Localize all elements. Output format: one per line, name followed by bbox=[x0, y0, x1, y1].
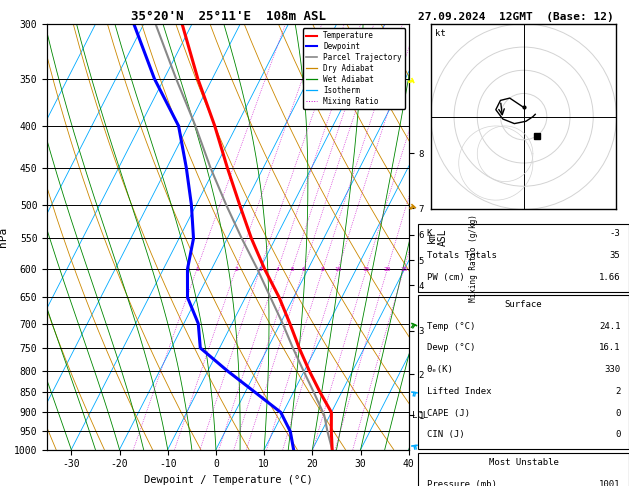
Text: 2: 2 bbox=[615, 387, 621, 396]
Text: 27.09.2024  12GMT  (Base: 12): 27.09.2024 12GMT (Base: 12) bbox=[418, 12, 614, 22]
Text: Mixing Ratio (g/kg): Mixing Ratio (g/kg) bbox=[469, 214, 479, 302]
Text: CAPE (J): CAPE (J) bbox=[426, 409, 470, 417]
Text: 0: 0 bbox=[615, 409, 621, 417]
Text: 4: 4 bbox=[276, 267, 280, 272]
Text: 330: 330 bbox=[604, 365, 621, 374]
Text: 0: 0 bbox=[615, 431, 621, 439]
Text: 8: 8 bbox=[321, 267, 325, 272]
Title: 35°20'N  25°11'E  108m ASL: 35°20'N 25°11'E 108m ASL bbox=[130, 10, 326, 23]
Text: 2: 2 bbox=[234, 267, 238, 272]
Text: Totals Totals: Totals Totals bbox=[426, 251, 496, 260]
Y-axis label: km
ASL: km ASL bbox=[426, 228, 448, 246]
Legend: Temperature, Dewpoint, Parcel Trajectory, Dry Adiabat, Wet Adiabat, Isotherm, Mi: Temperature, Dewpoint, Parcel Trajectory… bbox=[303, 28, 405, 109]
Text: 20: 20 bbox=[384, 267, 391, 272]
Text: 35: 35 bbox=[610, 251, 621, 260]
Text: 6: 6 bbox=[302, 267, 306, 272]
Text: 1: 1 bbox=[195, 267, 199, 272]
Bar bbox=[418, 224, 629, 292]
X-axis label: Dewpoint / Temperature (°C): Dewpoint / Temperature (°C) bbox=[143, 475, 313, 485]
Bar bbox=[418, 295, 629, 450]
Text: -3: -3 bbox=[610, 229, 621, 238]
Text: Most Unstable: Most Unstable bbox=[489, 458, 559, 467]
Text: 16.1: 16.1 bbox=[599, 344, 621, 352]
Text: Dewp (°C): Dewp (°C) bbox=[426, 344, 475, 352]
Text: LCL: LCL bbox=[411, 411, 428, 419]
Bar bbox=[418, 452, 629, 486]
Text: 25: 25 bbox=[400, 267, 408, 272]
Text: kt: kt bbox=[435, 30, 445, 38]
Text: PW (cm): PW (cm) bbox=[426, 273, 464, 281]
Text: θₑ(K): θₑ(K) bbox=[426, 365, 454, 374]
Text: K: K bbox=[426, 229, 432, 238]
Text: Lifted Index: Lifted Index bbox=[426, 387, 491, 396]
Text: 15: 15 bbox=[363, 267, 370, 272]
Text: Surface: Surface bbox=[505, 300, 542, 309]
Text: 3: 3 bbox=[258, 267, 262, 272]
Text: Temp (°C): Temp (°C) bbox=[426, 322, 475, 331]
Y-axis label: hPa: hPa bbox=[0, 227, 8, 247]
Text: Pressure (mb): Pressure (mb) bbox=[426, 480, 496, 486]
Text: 1.66: 1.66 bbox=[599, 273, 621, 281]
Text: 1001: 1001 bbox=[599, 480, 621, 486]
Text: 5: 5 bbox=[290, 267, 294, 272]
Text: 24.1: 24.1 bbox=[599, 322, 621, 331]
Text: 10: 10 bbox=[334, 267, 342, 272]
Text: CIN (J): CIN (J) bbox=[426, 431, 464, 439]
